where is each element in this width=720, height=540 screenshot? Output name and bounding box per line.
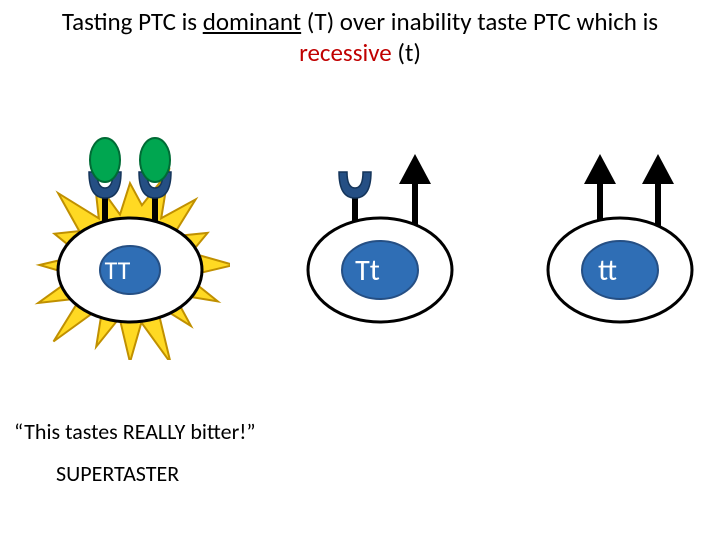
cell-membrane-icon	[305, 215, 455, 325]
title-mid: (T) over inability taste PTC which is	[301, 6, 658, 37]
title-pre: Tasting PTC is	[62, 6, 203, 37]
cell-TT: TT	[30, 130, 230, 390]
cell-tt: tt	[520, 130, 720, 390]
caption-supertaster: SUPERTASTER	[56, 460, 179, 487]
cells-row: TT Tt	[0, 130, 720, 390]
title-dominant: dominant	[203, 6, 301, 37]
title-post: (t)	[392, 37, 421, 68]
title-recessive: recessive	[299, 37, 392, 68]
cell-membrane-icon	[55, 215, 205, 325]
cell-membrane-icon	[545, 215, 695, 325]
cell-Tt: Tt	[280, 130, 480, 390]
caption-bitter: “This tastes REALLY bitter!”	[14, 418, 256, 445]
title-text: Tasting PTC is dominant (T) over inabili…	[0, 6, 720, 69]
